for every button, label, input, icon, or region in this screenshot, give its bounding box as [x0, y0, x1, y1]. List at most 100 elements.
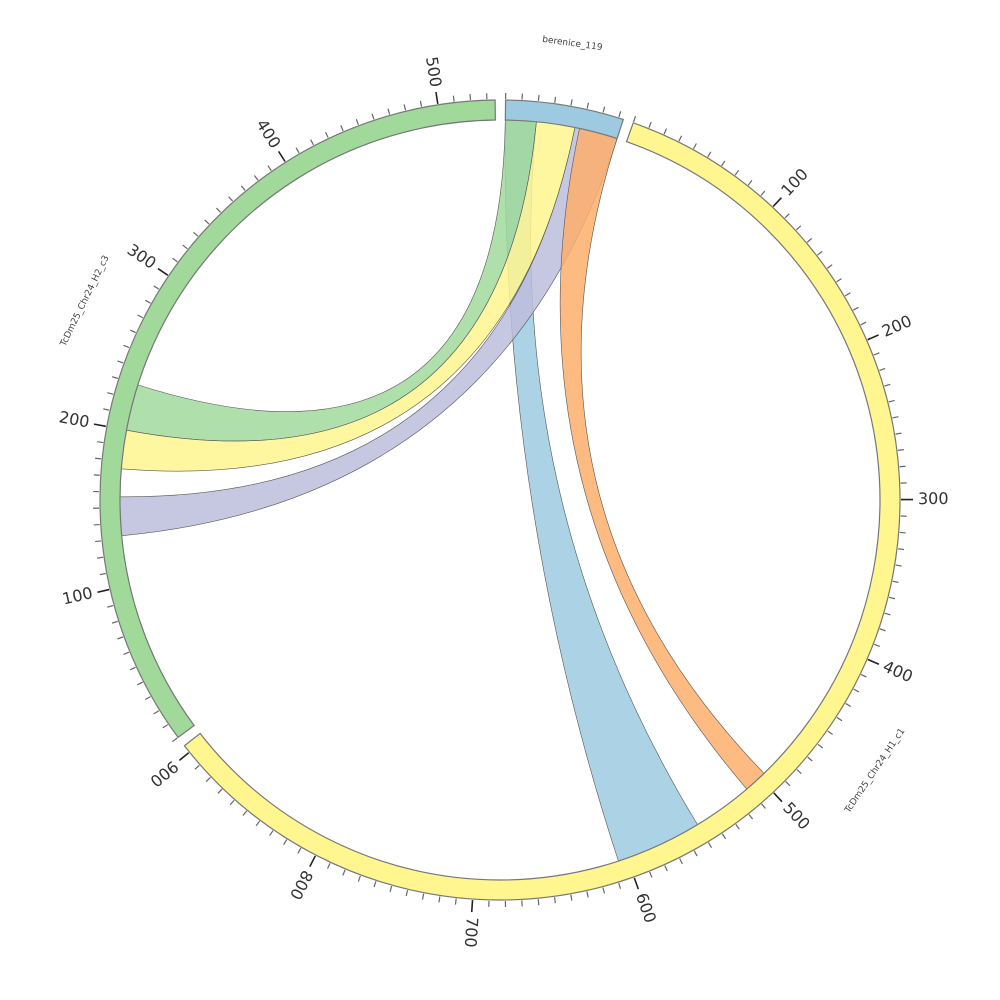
- minor-tick: [242, 810, 248, 816]
- minor-tick: [892, 580, 899, 584]
- tick-label: 900: [146, 757, 182, 791]
- minor-tick: [618, 111, 622, 118]
- minor-tick: [107, 604, 114, 608]
- minor-tick: [117, 636, 124, 640]
- minor-tick: [123, 651, 130, 656]
- minor-tick: [253, 175, 259, 181]
- segment-arc[interactable]: [99, 99, 496, 739]
- minor-tick: [761, 803, 766, 809]
- minor-tick: [602, 106, 606, 113]
- minor-tick: [326, 862, 331, 869]
- minor-tick: [860, 673, 867, 678]
- minor-tick: [111, 620, 118, 624]
- minor-tick: [145, 299, 151, 304]
- segment-arc[interactable]: [504, 99, 625, 140]
- minor-tick: [267, 165, 272, 171]
- tick-label: 200: [58, 407, 92, 431]
- minor-tick: [325, 131, 329, 138]
- major-tick: [633, 877, 640, 890]
- minor-tick: [387, 108, 391, 115]
- minor-tick: [817, 250, 823, 256]
- minor-tick: [283, 839, 288, 846]
- major-tick: [97, 588, 110, 594]
- minor-tick: [357, 875, 361, 882]
- minor-tick: [827, 730, 833, 736]
- minor-tick: [648, 121, 652, 128]
- minor-tick: [679, 858, 683, 865]
- minor-tick: [721, 833, 727, 840]
- minor-tick: [215, 207, 222, 213]
- minor-tick: [255, 820, 261, 827]
- major-tick: [867, 334, 879, 341]
- minor-tick: [403, 104, 407, 111]
- chords-layer: [119, 119, 765, 862]
- minor-tick: [707, 842, 713, 849]
- minor-tick: [129, 329, 136, 334]
- minor-tick: [137, 314, 144, 319]
- major-tick: [93, 423, 106, 428]
- tick-label: 100: [60, 583, 94, 608]
- minor-tick: [570, 894, 573, 901]
- segment-arc[interactable]: [183, 122, 901, 901]
- minor-tick: [355, 118, 360, 126]
- minor-tick: [342, 869, 346, 876]
- minor-tick: [310, 139, 315, 146]
- minor-tick: [269, 830, 274, 836]
- minor-tick: [826, 264, 833, 269]
- minor-tick: [405, 890, 409, 897]
- tick-label: 600: [632, 890, 660, 925]
- tick-label: 300: [124, 240, 160, 273]
- minor-tick: [853, 688, 860, 693]
- minor-tick: [707, 151, 712, 158]
- tick-label: 200: [879, 311, 915, 341]
- major-tick: [309, 855, 317, 867]
- minor-tick: [371, 113, 375, 120]
- minor-tick: [553, 897, 556, 904]
- minor-tick: [240, 185, 246, 191]
- minor-tick: [205, 777, 211, 783]
- minor-tick: [860, 321, 867, 326]
- minor-tick: [217, 788, 223, 794]
- minor-tick: [537, 899, 540, 906]
- minor-tick: [228, 196, 234, 202]
- minor-tick: [784, 213, 790, 219]
- minor-tick: [194, 764, 200, 770]
- minor-tick: [586, 102, 590, 109]
- minor-tick: [879, 628, 886, 632]
- minor-tick: [153, 285, 160, 290]
- major-tick: [178, 752, 190, 761]
- minor-tick: [873, 352, 880, 356]
- minor-tick: [602, 887, 606, 894]
- minor-tick: [836, 716, 843, 722]
- minor-tick: [632, 116, 637, 123]
- minor-tick: [852, 306, 859, 311]
- minor-tick: [892, 416, 899, 419]
- minor-tick: [452, 95, 455, 102]
- minor-tick: [107, 392, 114, 395]
- tick-label: 400: [252, 116, 284, 152]
- major-tick: [277, 150, 286, 162]
- minor-tick: [760, 190, 766, 196]
- minor-tick: [340, 125, 344, 132]
- minor-tick: [796, 769, 802, 775]
- minor-tick: [389, 885, 393, 893]
- minor-tick: [817, 743, 824, 749]
- minor-tick: [97, 556, 104, 559]
- minor-tick: [204, 219, 210, 225]
- minor-tick: [785, 781, 791, 787]
- minor-tick: [747, 180, 753, 186]
- minor-tick: [888, 596, 895, 600]
- minor-tick: [123, 344, 130, 349]
- minor-tick: [103, 408, 110, 411]
- ticks-layer: 100 200 300 400 500 600 700 800 900 100 200 300 400 5…: [58, 55, 949, 948]
- minor-tick: [649, 871, 653, 878]
- minor-tick: [897, 449, 904, 451]
- minor-tick: [95, 457, 102, 460]
- minor-tick: [99, 572, 106, 576]
- minor-tick: [844, 292, 851, 297]
- minor-tick: [879, 367, 886, 371]
- minor-tick: [554, 96, 557, 103]
- minor-tick: [692, 143, 697, 150]
